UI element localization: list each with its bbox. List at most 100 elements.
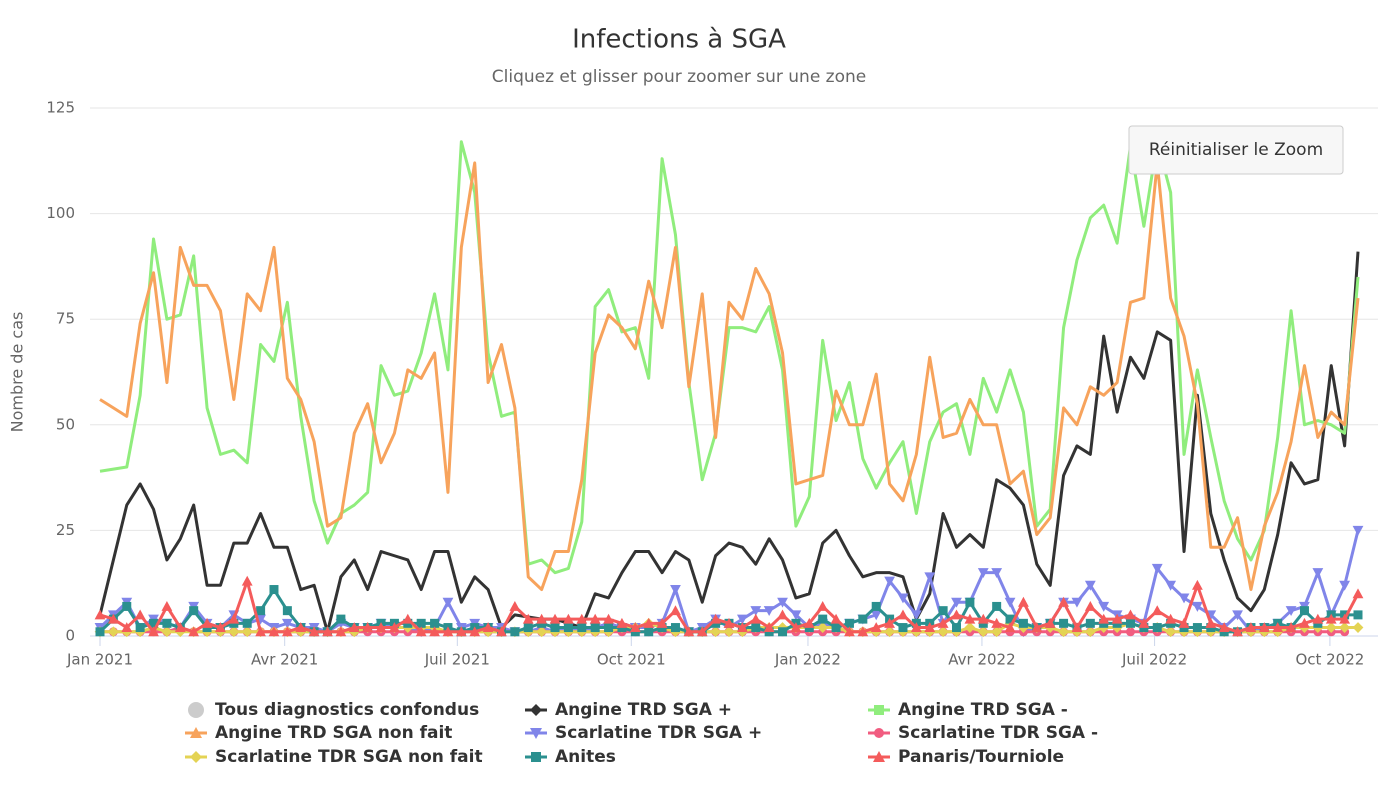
data-point <box>1125 609 1136 620</box>
data-point <box>977 626 989 638</box>
data-point <box>442 626 454 637</box>
data-point <box>683 626 695 637</box>
data-point <box>710 626 722 638</box>
data-point <box>1151 605 1163 616</box>
legend-item[interactable]: Scarlatine TDR SGA non fait <box>185 747 483 767</box>
legend-label[interactable]: Scarlatine TDR SGA + <box>555 723 762 743</box>
data-point <box>977 568 989 579</box>
data-point <box>750 613 762 624</box>
legend-item[interactable]: Panaris/Tourniole <box>868 747 1064 767</box>
data-point <box>536 613 548 624</box>
data-point <box>1285 622 1297 633</box>
legend-label[interactable]: Anites <box>555 747 616 767</box>
data-point <box>817 601 829 611</box>
data-point <box>1059 618 1069 628</box>
legend-item[interactable]: Angine TRD SGA non fait <box>185 723 452 743</box>
data-point <box>442 597 454 608</box>
y-tick-label: 0 <box>65 627 75 645</box>
legend-label[interactable]: Panaris/Tourniole <box>898 747 1064 767</box>
legend-label[interactable]: Angine TRD SGA + <box>555 700 732 720</box>
series-line <box>98 251 1360 634</box>
data-point <box>1232 626 1243 637</box>
data-point <box>604 623 614 633</box>
data-point <box>844 618 854 628</box>
data-point <box>295 622 307 633</box>
legend-item[interactable]: Scarlatine TDR SGA + <box>525 723 762 743</box>
legend-label[interactable]: Scarlatine TDR SGA non fait <box>215 747 483 767</box>
legend-item[interactable]: Tous diagnostics confondus <box>188 700 479 720</box>
data-point <box>1152 623 1162 633</box>
data-point <box>201 617 213 628</box>
data-point <box>550 623 560 633</box>
button-label[interactable]: Réinitialiser le Zoom <box>1149 140 1323 160</box>
data-point <box>576 613 588 624</box>
data-point <box>469 626 481 637</box>
data-point <box>148 626 159 637</box>
x-tick-label: Jan 2022 <box>774 651 841 669</box>
data-point <box>335 626 347 637</box>
data-point <box>910 622 922 633</box>
legend-symbol <box>530 728 542 739</box>
data-point <box>884 626 895 638</box>
data-point <box>536 626 548 638</box>
data-point <box>241 575 253 586</box>
legend-label[interactable]: Scarlatine TDR SGA - <box>898 723 1098 743</box>
data-point <box>884 617 895 628</box>
data-point <box>415 626 427 637</box>
data-point <box>1178 617 1190 628</box>
data-point <box>1165 626 1177 638</box>
data-point <box>496 626 507 637</box>
y-tick-label: 75 <box>56 310 75 328</box>
data-point <box>375 622 387 633</box>
button-box[interactable] <box>1128 125 1344 175</box>
y-tick-label: 100 <box>46 204 75 222</box>
data-point <box>228 613 240 624</box>
data-point <box>1339 613 1351 624</box>
data-point <box>1071 622 1083 633</box>
data-point <box>897 593 909 604</box>
x-tick-label: Avr 2022 <box>948 651 1015 669</box>
data-point <box>269 585 279 595</box>
series-line <box>99 140 1360 575</box>
legend-item[interactable]: Angine TRD SGA + <box>525 700 732 720</box>
data-point <box>992 601 1002 611</box>
data-point <box>629 622 641 633</box>
data-point <box>884 576 895 587</box>
reset-zoom-button[interactable]: Réinitialiser le Zoom <box>1128 125 1344 175</box>
legend-item[interactable]: Scarlatine TDR SGA - <box>868 723 1098 743</box>
data-point <box>1192 579 1203 590</box>
legend-item[interactable]: Angine TRD SGA - <box>868 700 1068 720</box>
data-point <box>1218 622 1230 633</box>
data-point <box>898 623 908 633</box>
data-point <box>603 613 614 624</box>
data-point <box>670 605 681 616</box>
data-point <box>951 597 962 608</box>
data-point <box>509 601 521 611</box>
data-point <box>1353 610 1363 620</box>
legend-label[interactable]: Tous diagnostics confondus <box>215 700 479 720</box>
series-line <box>99 161 1360 592</box>
legend-label[interactable]: Angine TRD SGA - <box>898 700 1068 720</box>
data-point <box>777 597 788 608</box>
legend-item[interactable]: Anites <box>525 747 616 767</box>
data-point <box>1138 617 1150 628</box>
data-point <box>1018 618 1028 628</box>
data-point <box>924 622 936 633</box>
legend-label[interactable]: Angine TRD SGA non fait <box>215 723 452 743</box>
data-point <box>736 622 748 633</box>
data-point <box>1018 596 1029 607</box>
data-point <box>870 622 882 633</box>
data-point <box>1192 601 1203 612</box>
series-1 <box>98 251 1360 634</box>
data-point <box>268 626 280 637</box>
data-point <box>1245 622 1257 633</box>
data-point <box>1205 617 1217 628</box>
data-point <box>416 618 426 628</box>
data-point <box>1071 597 1083 608</box>
data-point <box>857 626 869 637</box>
data-point <box>161 601 173 611</box>
data-point <box>1058 596 1069 607</box>
data-point <box>455 626 467 637</box>
series-8 <box>94 575 1364 637</box>
